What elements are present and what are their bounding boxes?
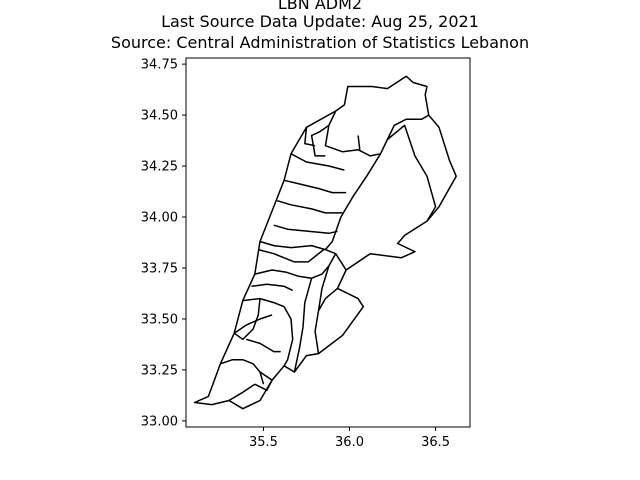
district-boundary-18: [317, 287, 338, 312]
district-boundary-5: [290, 153, 345, 171]
chart-title: LBN ADM2: [277, 0, 363, 13]
y-tick-label: 34.25: [141, 160, 178, 175]
district-boundary-22: [245, 338, 281, 353]
x-tick-label: 35.5: [249, 435, 278, 450]
district-boundary-15: [251, 283, 294, 292]
chart-subtitle-update: Last Source Data Update: Aug 25, 2021: [161, 12, 479, 31]
district-boundary-24: [259, 371, 273, 381]
district-boundary-6: [324, 153, 382, 251]
district-boundary-21: [233, 298, 261, 341]
district-boundary-11: [259, 240, 326, 251]
district-boundary-3: [310, 124, 330, 157]
district-boundary-20: [233, 314, 273, 334]
district-boundary-23: [220, 358, 265, 385]
plot-frame: [185, 57, 471, 428]
y-axis: 34.75 34.50 34.25 34.00 33.75 33.50 33.25 33.00: [141, 58, 186, 429]
y-tick-label: 33.50: [141, 312, 178, 327]
district-boundary-25: [254, 379, 273, 392]
district-boundary-17: [314, 265, 330, 354]
district-boundary-9: [276, 199, 343, 214]
y-tick-label: 33.75: [141, 261, 178, 276]
x-tick-label: 36.0: [335, 435, 364, 450]
district-boundary-14: [254, 253, 337, 279]
y-tick-label: 33.00: [141, 414, 178, 429]
district-boundary-4: [304, 127, 316, 147]
y-tick-label: 34.75: [141, 58, 178, 73]
chart-subtitle-source: Source: Central Administration of Statis…: [110, 33, 530, 52]
y-tick-label: 34.50: [141, 109, 178, 124]
y-tick-label: 33.25: [141, 363, 178, 378]
district-boundary-1: [324, 110, 430, 157]
district-boundary-10: [273, 224, 338, 235]
district-boundary-8: [283, 179, 347, 194]
district-boundary-2: [357, 135, 361, 150]
x-axis: 35.5 36.0 36.5: [249, 427, 450, 450]
y-tick-label: 34.00: [141, 211, 178, 226]
district-boundary-12: [258, 248, 325, 263]
district-boundary-26: [228, 383, 256, 402]
district-boundary-16: [293, 277, 313, 373]
map-boundaries: [193, 75, 457, 410]
x-tick-label: 36.5: [421, 435, 450, 450]
country-outline: [193, 75, 457, 410]
district-boundary-7: [386, 124, 437, 222]
district-boundary-19: [242, 297, 294, 367]
